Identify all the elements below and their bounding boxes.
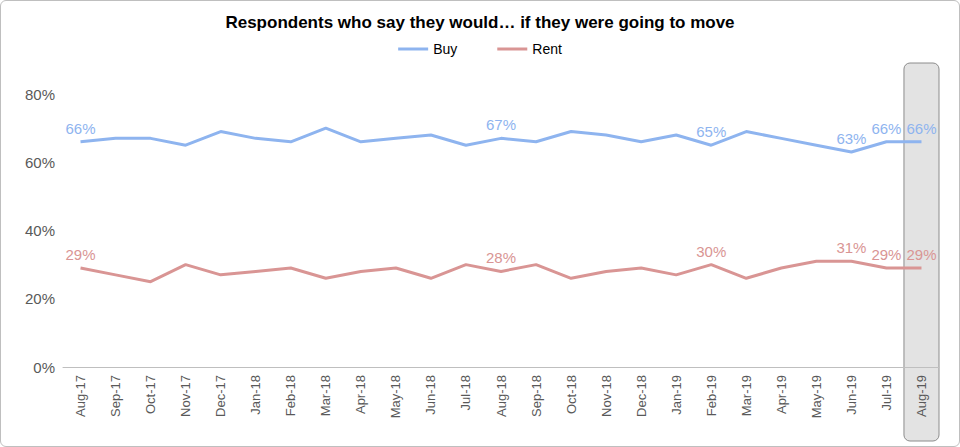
svg-text:31%: 31%: [836, 239, 866, 256]
svg-text:Jan-18: Jan-18: [248, 375, 263, 415]
svg-text:0%: 0%: [33, 359, 55, 376]
svg-text:Feb-19: Feb-19: [704, 375, 719, 416]
svg-text:Oct-18: Oct-18: [564, 375, 579, 414]
svg-text:63%: 63%: [836, 130, 866, 147]
svg-text:Dec-18: Dec-18: [634, 375, 649, 417]
svg-text:Jun-18: Jun-18: [423, 375, 438, 415]
svg-text:Rent: Rent: [532, 41, 562, 57]
svg-text:80%: 80%: [25, 86, 55, 103]
svg-text:Jun-19: Jun-19: [844, 375, 859, 415]
svg-text:Aug-19: Aug-19: [914, 375, 929, 417]
svg-text:Aug-17: Aug-17: [73, 375, 88, 417]
svg-text:Nov-18: Nov-18: [599, 375, 614, 417]
svg-text:Aug-18: Aug-18: [494, 375, 509, 417]
svg-text:Apr-18: Apr-18: [353, 375, 368, 414]
svg-text:Apr-19: Apr-19: [774, 375, 789, 414]
svg-text:Sep-18: Sep-18: [529, 375, 544, 417]
svg-text:Oct-17: Oct-17: [143, 375, 158, 414]
svg-text:Jul-19: Jul-19: [879, 375, 894, 410]
svg-text:29%: 29%: [871, 246, 901, 263]
svg-text:66%: 66%: [871, 120, 901, 137]
svg-text:Dec-17: Dec-17: [213, 375, 228, 417]
svg-text:Nov-17: Nov-17: [178, 375, 193, 417]
svg-text:40%: 40%: [25, 222, 55, 239]
svg-text:60%: 60%: [25, 154, 55, 171]
svg-text:Mar-18: Mar-18: [318, 375, 333, 416]
svg-text:28%: 28%: [486, 249, 516, 266]
svg-text:Buy: Buy: [433, 41, 457, 57]
svg-text:30%: 30%: [696, 243, 726, 260]
svg-text:Feb-18: Feb-18: [283, 375, 298, 416]
svg-text:Jan-19: Jan-19: [669, 375, 684, 415]
svg-text:67%: 67%: [486, 116, 516, 133]
svg-text:65%: 65%: [696, 123, 726, 140]
svg-text:66%: 66%: [906, 120, 936, 137]
svg-text:May-18: May-18: [388, 375, 403, 418]
svg-text:20%: 20%: [25, 290, 55, 307]
svg-text:66%: 66%: [66, 120, 96, 137]
svg-text:Mar-19: Mar-19: [739, 375, 754, 416]
svg-text:Jul-18: Jul-18: [458, 375, 473, 410]
svg-text:May-19: May-19: [809, 375, 824, 418]
svg-text:Respondents who say they would: Respondents who say they would… if they …: [225, 13, 734, 32]
svg-text:29%: 29%: [906, 246, 936, 263]
svg-text:29%: 29%: [66, 246, 96, 263]
svg-text:Sep-17: Sep-17: [108, 375, 123, 417]
